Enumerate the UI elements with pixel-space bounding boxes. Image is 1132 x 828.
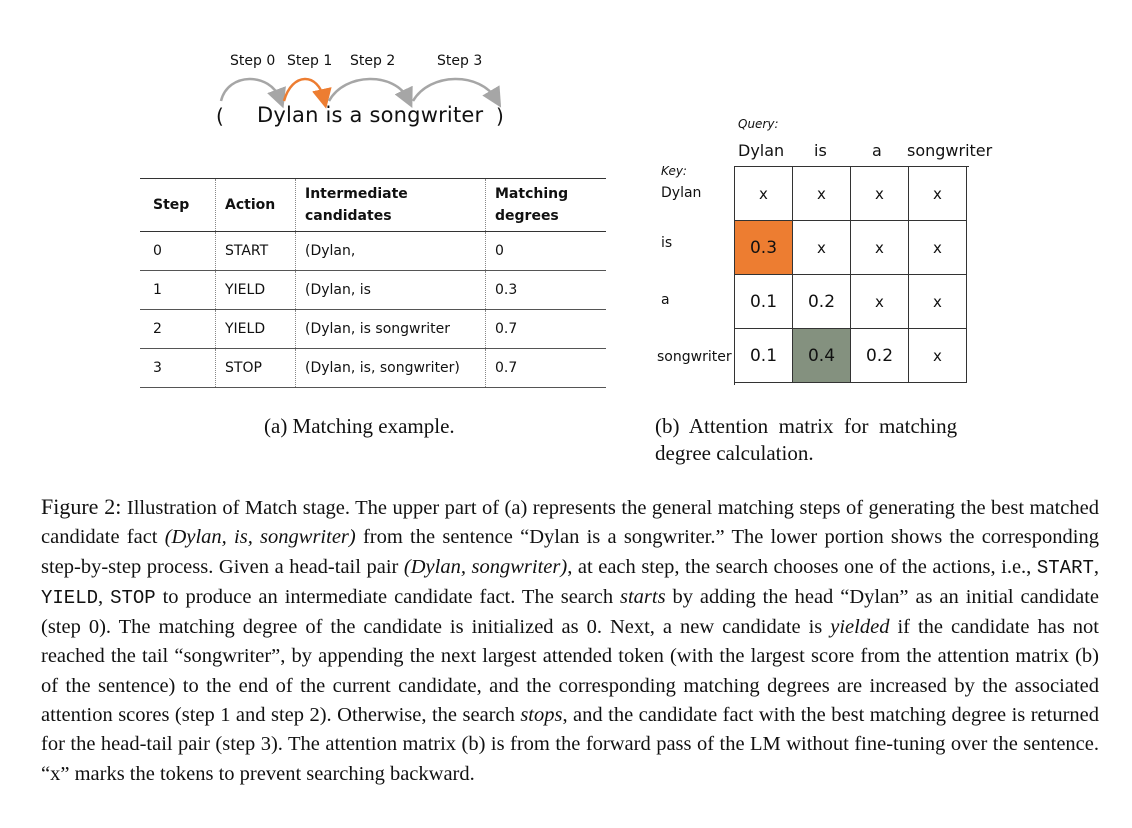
matrix-cell: x [793, 221, 851, 275]
arc-step-1 [282, 77, 332, 109]
query-col-is: is [814, 141, 827, 160]
figure-caption: Figure 2: Illustration of Match stage. T… [41, 494, 1100, 785]
matrix-cell: x [909, 221, 967, 275]
step-3-label: Step 3 [437, 53, 483, 69]
header-step: Step [140, 178, 216, 232]
matrix-cell: x [909, 275, 967, 329]
key-row-dylan: Dylan [661, 185, 702, 201]
step-2-label: Step 2 [350, 53, 396, 69]
matrix-cell: x [851, 275, 909, 329]
subcaption-b-line2: degree calculation. [655, 441, 814, 465]
query-col-songwriter: songwriter [907, 141, 993, 160]
figure-label: Figure 2: [41, 494, 122, 519]
matching-table: Step Action Intermediate candidates Matc… [140, 178, 606, 388]
step-1-label: Step 1 [287, 53, 333, 69]
matrix-cell-highlight-gray: 0.4 [793, 329, 851, 383]
arc-step-0 [219, 77, 286, 109]
arc-step-2 [327, 77, 413, 109]
arc-step-3 [411, 77, 502, 108]
step-0-label: Step 0 [230, 53, 276, 69]
matrix-cell-highlight-orange: 0.3 [735, 221, 793, 275]
subcaption-b-line1: (b) Attention matrix for matching [655, 414, 958, 438]
matrix-cell: x [909, 167, 967, 221]
matrix-cell: 0.2 [793, 275, 851, 329]
matrix-cell: x [851, 221, 909, 275]
header-action: Action [215, 178, 296, 232]
matrix-cell: 0.1 [735, 329, 793, 383]
example-sentence: Dylan is a songwriter [257, 103, 484, 127]
key-row-a: a [661, 292, 670, 308]
query-col-dylan: Dylan [738, 141, 785, 160]
table-row: 3 STOP (Dylan, is, songwriter) 0.7 [140, 348, 606, 388]
attention-matrix: x x x x 0.3 x x x 0.1 0.2 x x 0.1 0.4 0.… [734, 166, 969, 385]
open-paren: ( [216, 104, 224, 128]
close-paren: ) [496, 104, 504, 128]
matrix-cell: 0.1 [735, 275, 793, 329]
key-label: Key: [661, 164, 687, 178]
table-row: 2 YIELD (Dylan, is songwriter 0.7 [140, 309, 606, 349]
query-label: Query: [738, 117, 779, 131]
header-matching: Matching degrees [485, 178, 606, 232]
matrix-cell: 0.2 [851, 329, 909, 383]
query-col-a: a [872, 141, 882, 160]
key-row-is: is [661, 235, 673, 251]
matrix-cell: x [851, 167, 909, 221]
table-row: 0 START (Dylan, 0 [140, 231, 606, 271]
key-row-songwriter: songwriter [657, 349, 732, 365]
table-header-row: Step Action Intermediate candidates Matc… [140, 178, 606, 232]
header-intermediate: Intermediate candidates [295, 178, 486, 232]
matrix-cell: x [735, 167, 793, 221]
matrix-cell: x [793, 167, 851, 221]
step-arrows [219, 77, 502, 109]
matrix-cell: x [909, 329, 967, 383]
table-row: 1 YIELD (Dylan, is 0.3 [140, 270, 606, 310]
subcaption-a: (a) Matching example. [264, 414, 455, 438]
